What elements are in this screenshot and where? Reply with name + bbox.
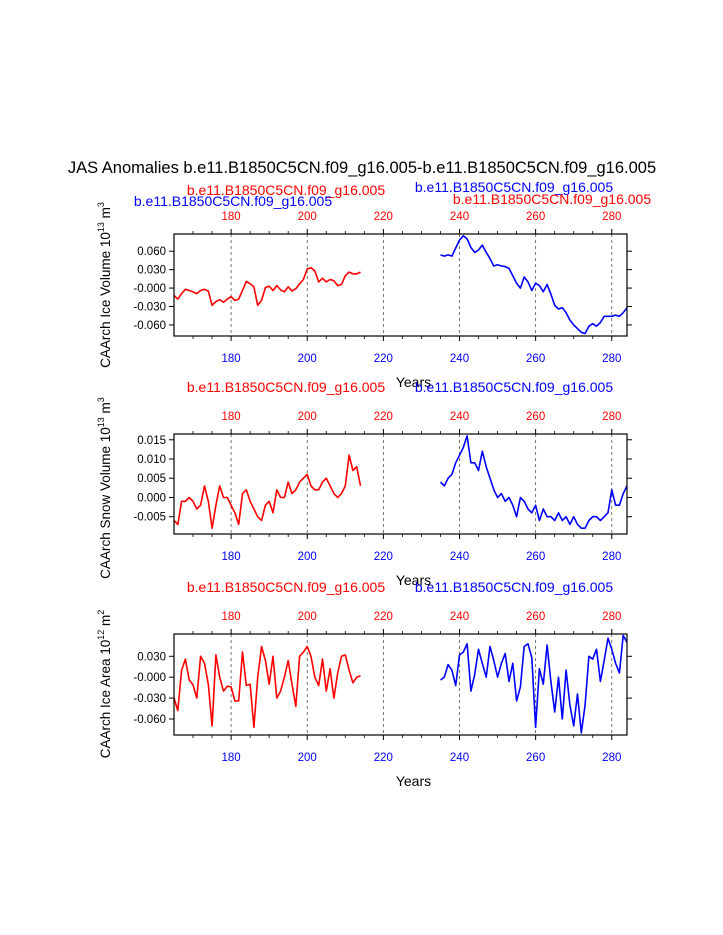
x-tick-label-top: 200 [298,211,317,223]
x-tick-label-top: 280 [602,611,621,623]
x-tick-label: 180 [222,551,241,563]
y-axis-label: CAArch Snow Volume 1013 m3 [96,397,113,579]
case1-label-overlap: b.e11.B1850C5CN.f09_g16.005 [453,191,651,207]
y-tick-label: 0.005 [137,473,166,485]
x-tick-label-top: 200 [298,611,317,623]
x-tick-label: 220 [374,752,393,764]
y-tick-label: 0.000 [137,492,166,504]
case1-label: b.e11.B1850C5CN.f09_g16.005 [187,579,385,595]
x-axis-label: Years [396,374,431,390]
x-tick-label: 280 [602,353,621,365]
y-tick-label: 0.060 [137,246,166,258]
plot-frame [173,433,628,535]
x-tick-label-top: 220 [374,411,393,423]
x-tick-label-top: 200 [298,411,317,423]
series-line-case2 [439,435,628,530]
case2-label: b.e11.B1850C5CN.f09_g16.005 [415,379,613,395]
x-tick-label: 200 [298,353,317,365]
y-axis-label: CAArch Ice Area 1012 m2 [96,610,113,759]
y-tick-label: 0.010 [137,454,166,466]
x-tick-label-top: 280 [602,411,621,423]
x-tick-label-top: 240 [450,611,469,623]
y-tick-label: -0.030 [133,302,166,314]
x-tick-label: 200 [298,551,317,563]
series-line-case1 [173,266,361,307]
x-tick-label-top: 260 [526,611,545,623]
x-tick-label: 180 [222,752,241,764]
case2-label-overlap: b.e11.B1850C5CN.f09_g16.005 [134,193,332,209]
y-tick-label: -0.000 [133,672,166,684]
x-axis-label: Years [396,572,431,588]
x-tick-label: 220 [374,353,393,365]
x-tick-label-top: 180 [222,411,241,423]
x-tick-label: 280 [602,752,621,764]
x-tick-label: 180 [222,353,241,365]
plot-frame [173,633,628,736]
x-tick-label-top: 260 [526,211,545,223]
x-tick-label: 220 [374,551,393,563]
case1-label: b.e11.B1850C5CN.f09_g16.005 [187,379,385,395]
y-tick-label: 0.015 [137,435,166,447]
x-tick-label-top: 260 [526,411,545,423]
x-tick-label-top: 220 [374,211,393,223]
x-tick-label-top: 180 [222,211,241,223]
case2-label: b.e11.B1850C5CN.f09_g16.005 [415,179,613,195]
plot-frame [173,233,628,337]
x-tick-label: 240 [450,551,469,563]
series-line-case2 [440,634,628,734]
x-axis-label: Years [396,773,431,789]
series-line-case2 [440,235,628,335]
panel-snow-volume: 0.015 0.010 0.005 0.000 -0.005 180 180 200 200 22… [96,379,632,588]
y-tick-label: 0.030 [137,265,166,277]
y-tick-label: -0.005 [133,512,166,524]
x-tick-label-top: 280 [602,211,621,223]
x-tick-label-top: 180 [222,611,241,623]
figure-title: JAS Anomalies b.e11.B1850C5CN.f09_g16.00… [68,159,656,177]
x-tick-label-top: 240 [450,411,469,423]
x-tick-label: 280 [602,551,621,563]
x-tick-label: 240 [450,752,469,764]
y-tick-label: -0.030 [133,693,166,705]
x-tick-label: 260 [526,752,545,764]
y-tick-label: -0.060 [133,714,166,726]
x-tick-label: 200 [298,752,317,764]
y-tick-label: 0.030 [137,651,166,663]
x-tick-label: 260 [526,551,545,563]
y-axis-label: CAArch Ice Volume 1013 m3 [96,202,113,368]
x-tick-label: 260 [526,353,545,365]
series-line-case1 [173,645,361,729]
x-tick-label-top: 220 [374,611,393,623]
case2-label: b.e11.B1850C5CN.f09_g16.005 [415,579,613,595]
x-tick-label-top: 240 [450,211,469,223]
series-line-case1 [173,454,362,530]
y-tick-label: -0.060 [133,320,166,332]
case1-label: b.e11.B1850C5CN.f09_g16.005 [187,182,385,198]
y-tick-label: -0.000 [133,283,166,295]
panel-ice-area: 0.030 -0.000 -0.030 -0.060 180 180 200 200 220 22… [96,579,632,789]
x-tick-label: 240 [450,353,469,365]
panel-ice-volume: 0.060 0.030 -0.000 -0.030 -0.060 180 180 200 200… [96,179,651,390]
